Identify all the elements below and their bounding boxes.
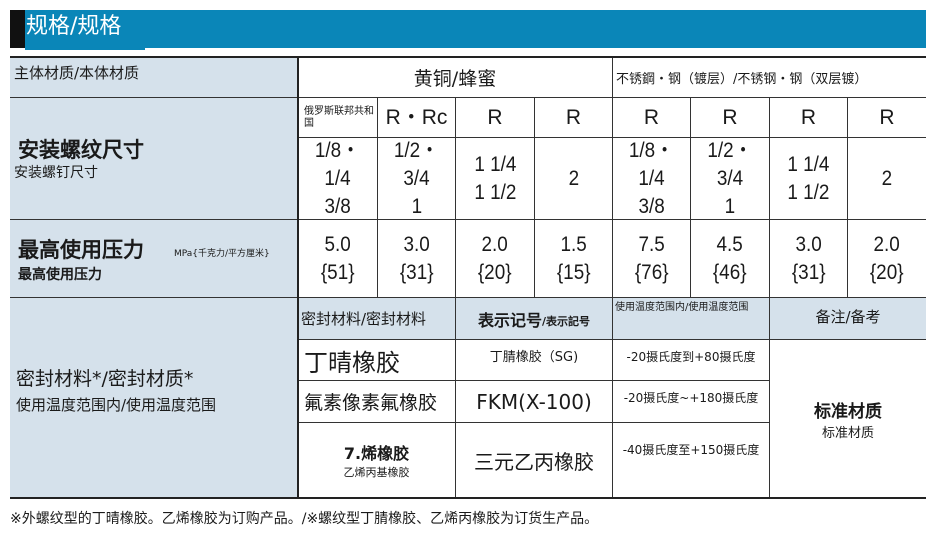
thread-size-line2: 3/8 [324, 194, 351, 218]
divider [10, 97, 926, 98]
pressure-value: 3.0 {31} [770, 220, 848, 298]
title-bar [10, 10, 926, 48]
pressure-value: 5.0 {51} [298, 220, 378, 298]
pressure-mpa: 7.5 [638, 232, 665, 256]
title-underline [25, 44, 145, 50]
seal-label: 密封材料*/密封材质* [16, 368, 194, 390]
thread-size: 1/8・1/4 3/8 [298, 138, 378, 220]
body-material-label: 主体材质/本体材质 [14, 64, 140, 82]
thread-size: 2 [535, 138, 613, 220]
thread-size-line2: 1 [411, 194, 422, 218]
pressure-value: 7.5 {76} [613, 220, 691, 298]
thread-type: R [691, 98, 770, 138]
divider [10, 219, 926, 220]
thread-size: 1 1/4 1 1/2 [456, 138, 535, 220]
pressure-mpa: 5.0 [324, 232, 351, 256]
seal-temp-range: -20摄氏度到+80摄氏度 [613, 340, 770, 381]
thread-size: 1/2・3/4 1 [378, 138, 456, 220]
seal-header-remarks: 备注/备考 [770, 298, 926, 340]
code-header-sub: /表示記号 [541, 315, 591, 328]
pressure-mpa: 3.0 [403, 232, 430, 256]
body-material-stainless: 不锈鋼・钢（镀层）/不锈钢・钢（双层镀） [613, 58, 926, 98]
thread-size-line2: 1 [724, 194, 736, 218]
seal-temp-range: -20摄氏度~+180摄氏度 [613, 381, 770, 423]
thread-type: 俄罗斯联邦共和国 [298, 98, 378, 138]
pressure-kgf: {31} [399, 260, 434, 284]
seal-code: 丁腈橡胶（SG) [456, 340, 613, 381]
thread-size: 1/8・1/4 3/8 [613, 138, 691, 220]
pressure-value: 3.0 {31} [378, 220, 456, 298]
label-column [10, 58, 298, 498]
pressure-value: 1.5 {15} [535, 220, 613, 298]
pressure-value: 2.0 {20} [456, 220, 535, 298]
title-accent [10, 10, 25, 48]
footnote: ※外螺纹型的丁晴橡胶。乙烯橡胶为订购产品。/※螺纹型丁腈橡胶、乙烯丙橡胶为订货生… [10, 511, 599, 527]
divider [10, 297, 926, 298]
thread-size-line1: 1/8・1/4 [628, 138, 675, 190]
seal-material: 丁晴橡胶 [298, 340, 456, 381]
pressure-value: 4.5 {46} [691, 220, 770, 298]
label-divider [297, 56, 299, 499]
thread-size-line1: 1 1/4 [787, 152, 830, 176]
seal-header-temp: 使用温度范围内/使用温度范围 [613, 298, 770, 340]
thread-size-line1: 1/8・1/4 [314, 138, 361, 190]
pressure-value: 2.0 {20} [848, 220, 926, 298]
seal-material-name: 氟素像素氟橡胶 [304, 392, 438, 414]
remarks-main: 标准材质 [814, 402, 882, 422]
thread-type: R・Rc [378, 98, 456, 138]
body-material-brass: 黄铜/蜂蜜 [298, 58, 613, 98]
pressure-mpa: 1.5 [560, 232, 587, 256]
seal-material-name: 丁晴橡胶 [304, 348, 400, 377]
seal-code: FKM(X-100) [456, 381, 613, 423]
thread-size-line1: 1/2・3/4 [707, 138, 753, 190]
seal-temp-range: -40摄氏度至+150摄氏度 [613, 423, 770, 498]
pressure-kgf: {20} [478, 260, 512, 284]
seal-header-material: 密封材料/密封材料 [298, 298, 456, 340]
thread-type: R [770, 98, 848, 138]
page-title: 规格/规格 [26, 14, 122, 39]
thread-size-line2: 1 1/2 [473, 180, 517, 204]
thread-label: 安装螺纹尺寸 [18, 138, 144, 162]
table-top-border [10, 56, 926, 58]
pressure-mpa: 3.0 [795, 232, 822, 256]
thread-size-line2: 1 1/2 [787, 180, 830, 204]
seal-header-code: 表示记号/表示記号 [456, 298, 613, 340]
code-header-main: 表示记号 [477, 310, 542, 330]
seal-material: 7.烯橡胶乙烯丙基橡胶 [298, 423, 456, 498]
thread-size-line1: 1 1/4 [473, 152, 517, 176]
thread-size-line1: 2 [881, 166, 893, 190]
pressure-unit: MPa{千克力/平方厘米} [174, 249, 270, 259]
pressure-kgf: {51} [320, 260, 355, 284]
thread-size-line1: 2 [568, 166, 579, 190]
pressure-kgf: {15} [556, 260, 591, 284]
seal-material-sub: 乙烯丙基橡胶 [343, 466, 410, 479]
seal-sublabel: 使用温度范围内/使用温度范围 [16, 396, 217, 414]
pressure-label: 最高使用压力 [18, 238, 144, 262]
pressure-kgf: {46} [713, 260, 747, 284]
pressure-kgf: {20} [870, 260, 904, 284]
thread-sublabel: 安装螺钉尺寸 [14, 165, 98, 181]
thread-type: R [456, 98, 535, 138]
thread-size-line1: 1/2・3/4 [393, 138, 440, 190]
seal-material: 氟素像素氟橡胶 [298, 381, 456, 423]
thread-type: R [535, 98, 613, 138]
thread-size: 1 1/4 1 1/2 [770, 138, 848, 220]
seal-material-name: 7.烯橡胶 [343, 444, 410, 463]
pressure-mpa: 4.5 [716, 232, 744, 256]
remarks-cell: 标准材质 标准材质 [770, 340, 926, 498]
pressure-mpa: 2.0 [873, 232, 901, 256]
thread-size: 2 [848, 138, 926, 220]
thread-type: R [613, 98, 691, 138]
seal-code: 三元乙丙橡胶 [456, 423, 613, 498]
pressure-sublabel: 最高使用压力 [18, 267, 102, 283]
remarks-sub: 标准材质 [821, 426, 874, 441]
thread-size-line2: 3/8 [638, 194, 665, 218]
pressure-kgf: {31} [791, 260, 826, 284]
thread-size: 1/2・3/4 1 [691, 138, 770, 220]
table-bottom-border [10, 497, 926, 499]
thread-type: R [848, 98, 926, 138]
pressure-mpa: 2.0 [481, 232, 509, 256]
pressure-kgf: {76} [634, 260, 669, 284]
